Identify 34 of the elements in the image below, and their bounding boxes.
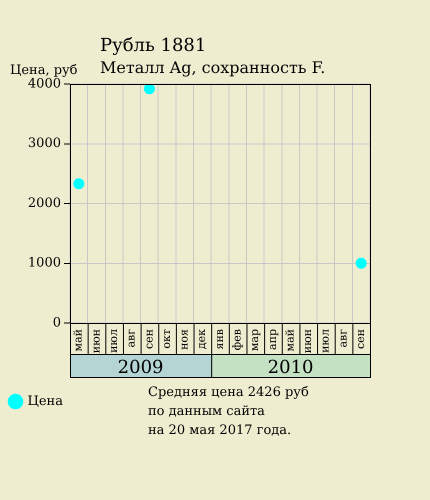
y-axis-title: Цена, руб xyxy=(10,63,78,78)
point xyxy=(356,258,367,269)
legend-label: Цена xyxy=(28,394,64,409)
text: 2009 xyxy=(118,357,164,378)
text: по данным сайта xyxy=(148,404,266,419)
x-tick-label: июл xyxy=(106,329,120,353)
x-tick-label: май xyxy=(72,329,85,352)
text: Средняя цена 2426 руб xyxy=(148,385,309,400)
text: 2010 xyxy=(268,357,314,378)
text: на 20 мая 2017 года. xyxy=(148,423,292,438)
x-tick-label: фев xyxy=(230,329,244,350)
x-tick-label: мар xyxy=(248,329,262,352)
x-tick-label: дек xyxy=(195,328,208,350)
chart-subtitle: Металл Ag, сохранность F. xyxy=(100,58,326,77)
x-tick-label: окт xyxy=(160,329,173,349)
x-tick-label: апр xyxy=(266,329,279,350)
x-tick-label: июн xyxy=(89,329,102,354)
y-tick-label: 2000 xyxy=(28,196,61,211)
point xyxy=(73,178,84,190)
point xyxy=(144,84,155,94)
x-tick-label: июн xyxy=(301,329,314,354)
chart-title: Рубль 1881 xyxy=(100,35,206,56)
x-tick-label: ноя xyxy=(178,328,191,350)
x-tick-label: авг xyxy=(336,328,350,348)
x-tick-label: июл xyxy=(318,329,332,353)
y-tick-label: 4000 xyxy=(28,76,61,92)
y-tick-label: 3000 xyxy=(28,136,61,152)
x-tick-label: май xyxy=(283,329,296,352)
y-tick-label: 1000 xyxy=(28,256,61,271)
y-tick-label: 0 xyxy=(52,315,61,330)
x-tick-label: сен xyxy=(354,329,368,350)
x-tick-label: сен xyxy=(142,329,156,350)
x-tick-label: авг xyxy=(124,328,138,348)
x-tick-label: янв xyxy=(212,329,226,350)
